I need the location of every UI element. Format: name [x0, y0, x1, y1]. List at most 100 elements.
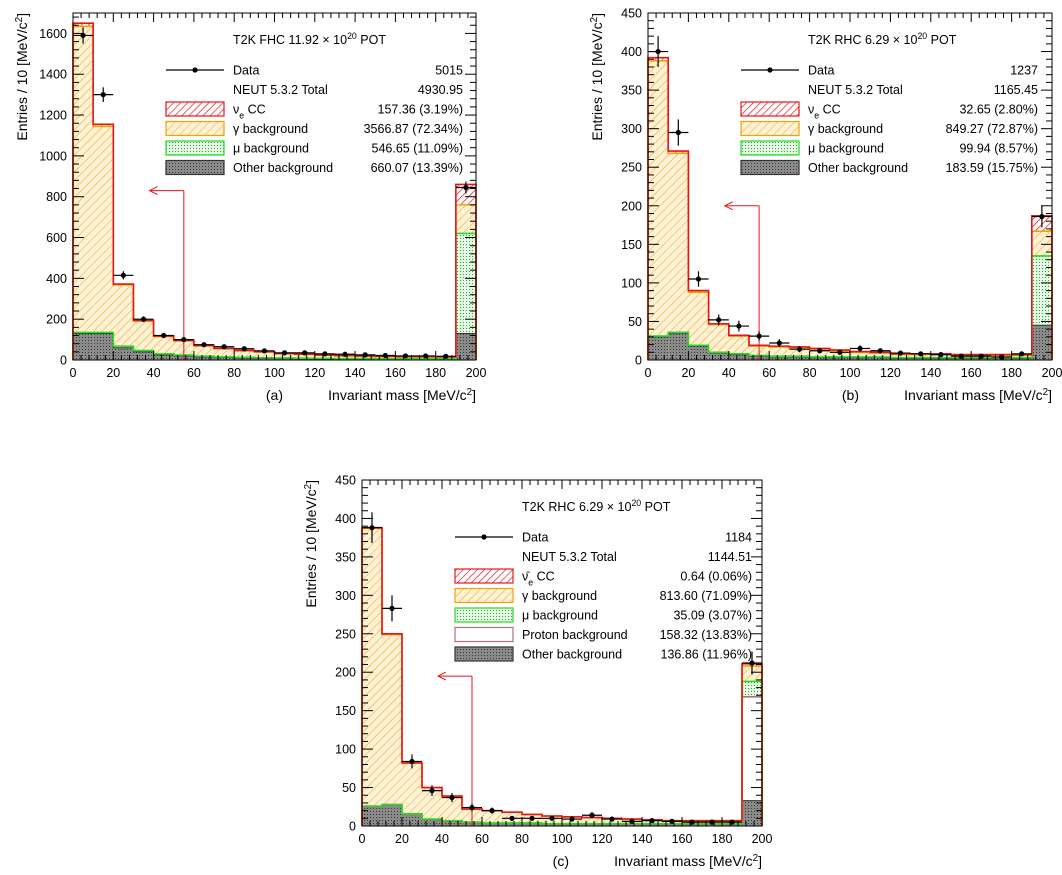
- bar-other-background: [214, 357, 235, 360]
- data-point: [729, 819, 735, 825]
- data-point: [736, 323, 742, 329]
- bar--background: [193, 345, 215, 357]
- bar--e-cc: [455, 184, 476, 205]
- data-point: [261, 348, 268, 354]
- x-tick-label: 120: [304, 366, 325, 380]
- bar--e-cc: [668, 151, 689, 154]
- x-tick-label: 180: [425, 366, 446, 380]
- data-point: [120, 272, 126, 278]
- y-tick-label: 100: [621, 276, 642, 290]
- legend-data-marker: [192, 67, 198, 73]
- x-tick-label: 80: [803, 366, 817, 380]
- bar-other-background: [442, 821, 462, 826]
- y-tick-label: 1000: [39, 149, 67, 163]
- bar--background: [133, 321, 154, 351]
- bar-other-background: [971, 358, 992, 360]
- data-point: [716, 317, 722, 323]
- legend-swatch: [454, 607, 514, 623]
- bar--background: [422, 787, 442, 820]
- data-point: [429, 788, 435, 794]
- bar-other-background: [930, 358, 951, 360]
- x-tick-label: 40: [722, 366, 736, 380]
- y-tick-label: 1400: [39, 68, 67, 82]
- legend-label: γ background: [808, 122, 883, 136]
- bar--background: [362, 528, 382, 807]
- data-point: [463, 184, 469, 191]
- x-tick-label: 20: [681, 366, 695, 380]
- data-point: [362, 352, 368, 358]
- data-point: [695, 276, 702, 282]
- cut-arrow-head: [436, 671, 447, 681]
- bar--background: [769, 346, 790, 357]
- x-tick-label: 100: [264, 366, 285, 380]
- bar--background: [742, 681, 762, 697]
- y-tick-label: 300: [335, 589, 356, 603]
- legend-label: μ background: [808, 142, 884, 156]
- cut-arrow-head: [148, 186, 158, 196]
- data-point: [221, 344, 227, 350]
- x-tick-label: 60: [187, 366, 201, 380]
- y-tick-label: 400: [46, 272, 67, 286]
- x-tick-label: 180: [1001, 366, 1022, 380]
- plot-title: T2K FHC 11.92 × 1020 POT: [233, 31, 386, 47]
- data-point: [181, 336, 187, 343]
- bar-other-background: [234, 357, 255, 360]
- bar--background: [73, 26, 94, 333]
- legend-swatch: [740, 120, 800, 137]
- bar-other-background: [113, 347, 134, 360]
- legend-label: γ background: [522, 589, 597, 603]
- bar-other-background: [314, 358, 335, 360]
- bar-other-background: [829, 357, 850, 360]
- plot-area: [362, 480, 762, 826]
- data-point: [281, 350, 288, 356]
- legend-value: 1165.45: [994, 83, 1038, 97]
- x-tick-label: 100: [840, 366, 861, 380]
- bar--background: [688, 292, 709, 346]
- bar--e-cc: [93, 124, 114, 127]
- data-point: [609, 816, 615, 822]
- legend-swatch: [454, 646, 514, 662]
- data-point: [589, 812, 595, 818]
- bar-other-background: [1031, 325, 1052, 360]
- data-point: [857, 345, 863, 352]
- legend-swatch: [165, 159, 225, 176]
- bar-other-background: [809, 357, 830, 360]
- y-tick-label: 600: [46, 231, 67, 245]
- panel-b: 0 20 40 60 80 100 120 140 160 180 200 0 50 100 150 200 2…: [589, 7, 1062, 404]
- y-tick-label: 150: [335, 704, 356, 718]
- x-tick-label: 60: [475, 832, 489, 846]
- bar--background: [314, 355, 335, 359]
- bar-other-background: [93, 333, 114, 360]
- bar-other-background: [870, 357, 891, 360]
- bar--background: [890, 354, 911, 358]
- x-tick-label: 100: [552, 832, 573, 846]
- x-tick-label: 200: [1042, 366, 1062, 380]
- x-tick-label: 60: [762, 366, 776, 380]
- x-tick-label: 160: [385, 366, 406, 380]
- data-point: [100, 92, 106, 98]
- x-tick-label: 180: [712, 832, 733, 846]
- bar-other-background: [910, 358, 931, 360]
- y-tick-label: 200: [46, 313, 67, 327]
- data-point: [382, 352, 388, 359]
- legend-label: Data: [233, 64, 259, 78]
- legend-label: μ background: [522, 609, 598, 623]
- y-tick-label: 50: [628, 315, 642, 329]
- data-point: [161, 332, 167, 339]
- data-point: [509, 815, 515, 821]
- x-axis-label: Invariant mass [MeV/c2]: [614, 853, 762, 870]
- panel-label: (a): [266, 387, 283, 403]
- data-point: [629, 818, 635, 824]
- x-tick-label: 140: [345, 366, 366, 380]
- bar--e-cc: [73, 23, 94, 27]
- data-point: [675, 129, 681, 136]
- bar--background: [455, 233, 476, 334]
- data-point: [489, 808, 495, 814]
- legend-value: 183.59 (15.75%): [946, 161, 1038, 175]
- legend-label: Data: [808, 64, 834, 78]
- data-point: [1019, 351, 1025, 357]
- bar--background: [1031, 255, 1052, 326]
- legend-label: Proton background: [522, 628, 628, 642]
- bar-other-background: [455, 333, 476, 360]
- legend-swatch: [165, 120, 225, 137]
